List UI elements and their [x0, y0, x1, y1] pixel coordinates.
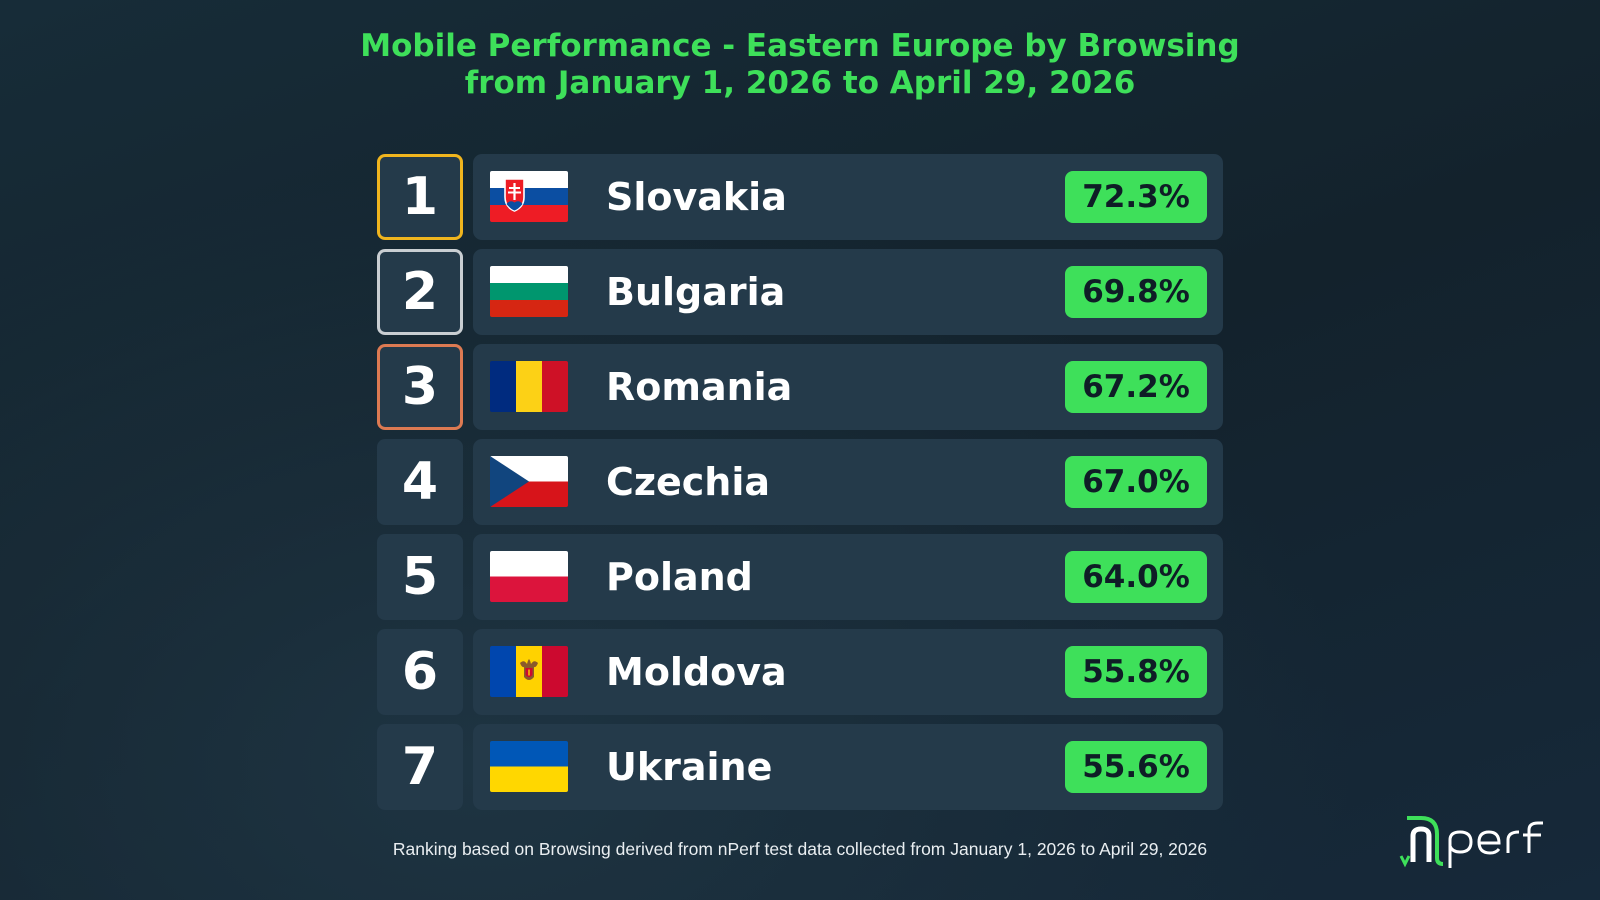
- country-name: Czechia: [606, 460, 771, 504]
- slovakia-flag-icon: [490, 171, 568, 222]
- poland-flag-icon: [490, 551, 568, 602]
- score-badge: 69.8%: [1065, 266, 1207, 318]
- ranking-bar: Romania 67.2%: [473, 344, 1223, 430]
- czechia-flag-icon: [490, 456, 568, 507]
- rank-badge: 5: [377, 534, 463, 620]
- nperf-logo: [1395, 812, 1575, 872]
- country-name: Poland: [606, 555, 753, 599]
- ranking-bar: Bulgaria 69.8%: [473, 249, 1223, 335]
- ranking-row: 5 Poland 64.0%: [377, 534, 1223, 620]
- score-badge: 67.0%: [1065, 456, 1207, 508]
- ranking-bar: Poland 64.0%: [473, 534, 1223, 620]
- rank-badge: 7: [377, 724, 463, 810]
- country-name: Romania: [606, 365, 793, 409]
- score-badge: 67.2%: [1065, 361, 1207, 413]
- title-line-1: Mobile Performance - Eastern Europe by B…: [360, 28, 1240, 64]
- rank-badge: 6: [377, 629, 463, 715]
- ranking-bar: Slovakia 72.3%: [473, 154, 1223, 240]
- score-badge: 55.6%: [1065, 741, 1207, 793]
- romania-flag-icon: [490, 361, 568, 412]
- rank-badge-silver: 2: [377, 249, 463, 335]
- rank-badge-gold: 1: [377, 154, 463, 240]
- title-line-2: from January 1, 2026 to April 29, 2026: [464, 65, 1136, 101]
- country-name: Bulgaria: [606, 270, 786, 314]
- ukraine-flag-icon: [490, 741, 568, 792]
- score-badge: 55.8%: [1065, 646, 1207, 698]
- moldova-flag-icon: [490, 646, 568, 697]
- ranking-table: 1 Slovakia 72.3% 2: [377, 154, 1223, 819]
- score-badge: 64.0%: [1065, 551, 1207, 603]
- ranking-row: 1 Slovakia 72.3%: [377, 154, 1223, 240]
- score-badge: 72.3%: [1065, 171, 1207, 223]
- ranking-bar: Czechia 67.0%: [473, 439, 1223, 525]
- rank-badge-bronze: 3: [377, 344, 463, 430]
- ranking-row: 6 Moldova 55.8%: [377, 629, 1223, 715]
- ranking-row: 3 Romania 67.2%: [377, 344, 1223, 430]
- country-name: Ukraine: [606, 745, 773, 789]
- bulgaria-flag-icon: [490, 266, 568, 317]
- ranking-row: 2 Bulgaria 69.8%: [377, 249, 1223, 335]
- ranking-bar: Ukraine 55.6%: [473, 724, 1223, 810]
- country-name: Moldova: [606, 650, 787, 694]
- country-name: Slovakia: [606, 175, 787, 219]
- ranking-row: 7 Ukraine 55.6%: [377, 724, 1223, 810]
- rank-badge: 4: [377, 439, 463, 525]
- ranking-bar: Moldova 55.8%: [473, 629, 1223, 715]
- chart-title: Mobile Performance - Eastern Europe by B…: [0, 28, 1600, 102]
- ranking-row: 4 Czechia 67.0%: [377, 439, 1223, 525]
- footnote: Ranking based on Browsing derived from n…: [392, 839, 1208, 859]
